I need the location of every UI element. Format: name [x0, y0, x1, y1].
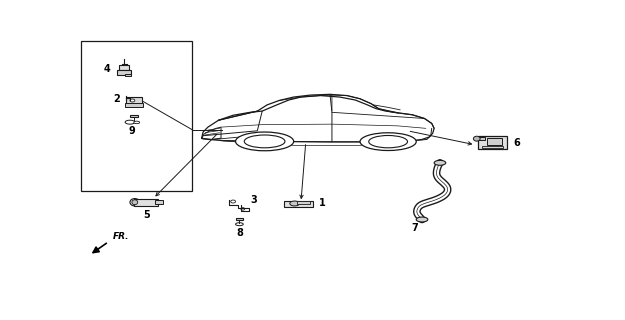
Ellipse shape	[130, 198, 139, 206]
Ellipse shape	[231, 200, 236, 203]
Text: 1: 1	[319, 198, 326, 209]
Bar	[284, 201, 312, 207]
Bar	[478, 136, 508, 149]
Bar	[488, 138, 502, 145]
Text: 3: 3	[251, 195, 258, 205]
Bar	[119, 65, 129, 70]
Bar	[81, 41, 192, 191]
Ellipse shape	[130, 99, 135, 102]
Ellipse shape	[132, 200, 138, 205]
Ellipse shape	[416, 217, 428, 222]
Text: 6: 6	[513, 138, 520, 148]
Text: FR.: FR.	[112, 232, 129, 241]
Bar	[124, 74, 131, 76]
Ellipse shape	[236, 223, 243, 226]
Bar	[236, 218, 242, 220]
Ellipse shape	[473, 136, 480, 141]
Ellipse shape	[241, 208, 245, 210]
Ellipse shape	[360, 133, 416, 150]
Ellipse shape	[125, 120, 135, 124]
Bar	[124, 103, 143, 107]
Bar	[134, 199, 158, 206]
Bar	[117, 70, 131, 75]
Ellipse shape	[434, 160, 446, 165]
Bar	[126, 97, 142, 104]
Bar	[476, 137, 484, 140]
Ellipse shape	[290, 201, 299, 206]
Ellipse shape	[236, 132, 294, 151]
Text: 9: 9	[128, 126, 135, 136]
Ellipse shape	[369, 135, 408, 148]
Bar	[154, 200, 163, 204]
Text: 2: 2	[114, 94, 120, 104]
Ellipse shape	[244, 135, 285, 148]
Bar	[482, 146, 503, 148]
Bar	[130, 115, 138, 117]
Text: 7: 7	[411, 223, 418, 233]
Ellipse shape	[134, 121, 139, 124]
Bar	[297, 201, 310, 204]
Text: 8: 8	[236, 228, 243, 238]
Text: 4: 4	[104, 64, 111, 74]
Text: 5: 5	[144, 210, 150, 220]
